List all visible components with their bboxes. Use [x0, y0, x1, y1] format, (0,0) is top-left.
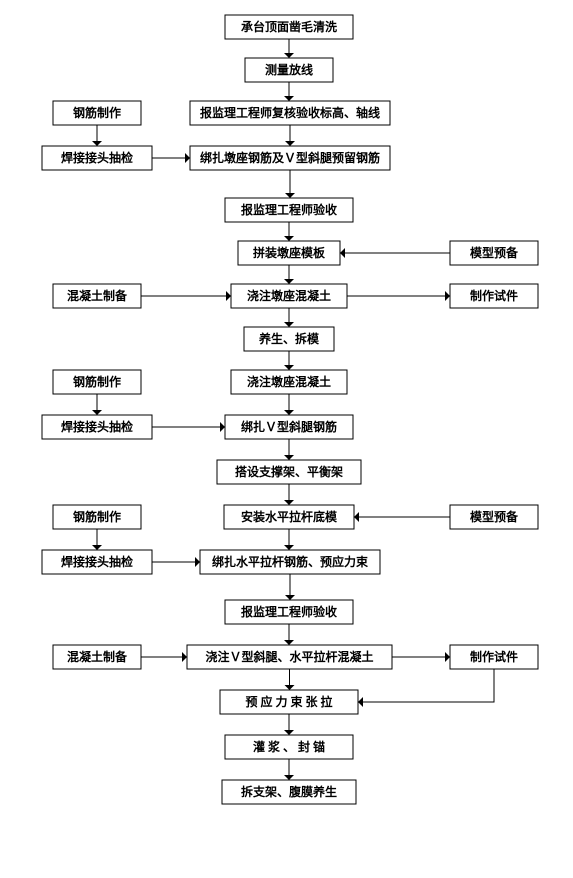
edge-n25-n27: [392, 652, 450, 662]
edge-n11-n10: [141, 291, 231, 301]
node-label: 灌 浆 、 封 锚: [252, 739, 325, 754]
node-label: 浇注墩座混凝土: [247, 288, 331, 303]
node-n24: 报监理工程师验收: [225, 600, 353, 624]
node-label: 钢筋制作: [73, 509, 121, 524]
node-label: 安装水平拉杆底模: [241, 509, 338, 524]
node-label: 承台顶面凿毛清洗: [241, 19, 337, 34]
node-label: 模型预备: [470, 509, 519, 524]
edge-n1-n2: [284, 39, 294, 58]
edge-n16-n18: [284, 439, 294, 460]
edge-n13-n14: [284, 351, 294, 370]
node-n9: 模型预备: [450, 241, 538, 265]
node-n29: 灌 浆 、 封 锚: [225, 735, 353, 759]
edge-n8-n10: [284, 265, 294, 284]
node-label: 钢筋制作: [73, 374, 121, 389]
edge-n28-n29: [284, 714, 294, 735]
edge-n10-n12: [347, 291, 450, 301]
node-label: 测量放线: [265, 62, 313, 77]
edge-n25-n28: [285, 669, 295, 690]
node-n6: 焊接接头抽检: [42, 146, 152, 170]
node-n27: 制作试件: [450, 645, 538, 669]
edge-n10-n13: [284, 308, 294, 327]
node-n25: 浇注Ｖ型斜腿、水平拉杆混凝土: [187, 645, 392, 669]
node-label: 预 应 力 束 张 拉: [245, 694, 332, 709]
node-label: 报监理工程师验收: [241, 604, 337, 619]
node-n11: 混凝土制备: [53, 284, 141, 308]
node-label: 拼装墩座模板: [253, 245, 326, 260]
node-n28: 预 应 力 束 张 拉: [220, 690, 358, 714]
node-label: 拆支架、腹膜养生: [241, 784, 337, 799]
node-n22: 绑扎水平拉杆钢筋、预应力束: [200, 550, 380, 574]
edge-extra: [358, 669, 494, 707]
node-label: 模型预备: [470, 245, 519, 260]
edge-n19-n22: [284, 529, 294, 550]
node-n23: 焊接接头抽检: [42, 550, 152, 574]
node-n10: 浇注墩座混凝土: [231, 284, 347, 308]
node-n15: 钢筋制作: [53, 370, 141, 394]
node-n26: 混凝土制备: [53, 645, 141, 669]
node-label: 绑扎Ｖ型斜腿钢筋: [241, 419, 337, 434]
edge-n20-n23: [92, 529, 102, 550]
edge-n21-n19: [354, 512, 450, 522]
edge-n9-n8: [340, 248, 450, 258]
node-n12: 制作试件: [450, 284, 538, 308]
edge-n26-n25: [141, 652, 187, 662]
edge-n14-n16: [284, 394, 294, 415]
node-n7: 报监理工程师验收: [225, 198, 353, 222]
node-label: 绑扎墩座钢筋及Ｖ型斜腿预留钢筋: [200, 150, 380, 165]
node-n8: 拼装墩座模板: [238, 241, 340, 265]
edge-n2-n3: [284, 82, 294, 101]
node-n4: 钢筋制作: [53, 101, 141, 125]
node-label: 绑扎水平拉杆钢筋、预应力束: [212, 554, 369, 569]
edge-n7-n8: [284, 222, 294, 241]
node-label: 焊接接头抽检: [61, 554, 133, 569]
node-label: 报监理工程师复核验收标高、轴线: [200, 105, 380, 120]
edge-n5-n7: [285, 170, 295, 198]
edge-n17-n16: [152, 422, 225, 432]
node-label: 搭设支撑架、平衡架: [235, 464, 343, 479]
node-label: 浇注墩座混凝土: [247, 374, 331, 389]
node-label: 混凝土制备: [67, 649, 128, 664]
node-label: 制作试件: [470, 649, 518, 664]
node-n14: 浇注墩座混凝土: [231, 370, 347, 394]
edge-n3-n5: [285, 125, 295, 146]
node-n21: 模型预备: [450, 505, 538, 529]
edge-n29-n30: [284, 759, 294, 780]
node-label: 焊接接头抽检: [61, 150, 133, 165]
node-label: 焊接接头抽检: [61, 419, 133, 434]
node-n30: 拆支架、腹膜养生: [222, 780, 356, 804]
node-label: 养生、拆模: [258, 331, 320, 346]
node-n19: 安装水平拉杆底模: [224, 505, 354, 529]
edge-n23-n22: [152, 557, 200, 567]
node-n2: 测量放线: [245, 58, 333, 82]
node-label: 制作试件: [470, 288, 518, 303]
edge-n24-n25: [284, 624, 294, 645]
edge-n4-n6: [92, 125, 102, 146]
node-label: 报监理工程师验收: [241, 202, 337, 217]
node-label: 钢筋制作: [73, 105, 121, 120]
node-n5: 绑扎墩座钢筋及Ｖ型斜腿预留钢筋: [190, 146, 390, 170]
node-n16: 绑扎Ｖ型斜腿钢筋: [225, 415, 353, 439]
node-n20: 钢筋制作: [53, 505, 141, 529]
node-n3: 报监理工程师复核验收标高、轴线: [190, 101, 390, 125]
node-label: 浇注Ｖ型斜腿、水平拉杆混凝土: [205, 649, 373, 664]
edge-n18-n19: [284, 484, 294, 505]
flowchart-canvas: 承台顶面凿毛清洗测量放线报监理工程师复核验收标高、轴线钢筋制作绑扎墩座钢筋及Ｖ型…: [0, 0, 573, 878]
node-label: 混凝土制备: [67, 288, 128, 303]
edge-n6-n5: [152, 153, 190, 163]
edge-n22-n24: [285, 574, 295, 600]
node-n1: 承台顶面凿毛清洗: [225, 15, 353, 39]
edge-n15-n17: [92, 394, 102, 415]
node-n17: 焊接接头抽检: [42, 415, 152, 439]
node-n13: 养生、拆模: [244, 327, 334, 351]
node-n18: 搭设支撑架、平衡架: [217, 460, 361, 484]
